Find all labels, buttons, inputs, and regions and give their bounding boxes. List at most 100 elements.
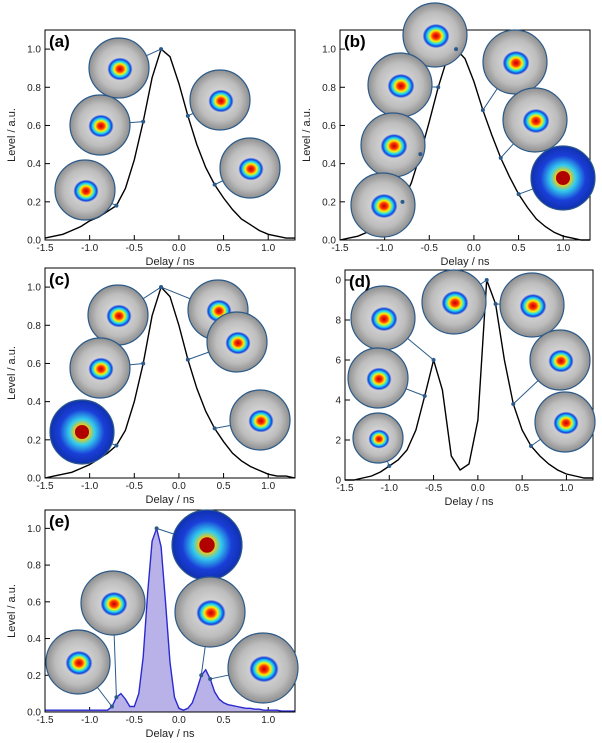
- beam-spot: [368, 429, 390, 449]
- data-point: [387, 464, 392, 468]
- y-tick-label: 0.8: [322, 83, 336, 94]
- x-tick-label: 0.5: [217, 243, 231, 254]
- x-tick-label: 1.0: [261, 481, 275, 492]
- y-tick-label: 0.4: [27, 397, 41, 408]
- x-axis-label: Delay / ns: [146, 494, 195, 506]
- x-tick-label: -1.5: [336, 483, 354, 494]
- data-point: [208, 676, 213, 681]
- y-tick-label: 0.0: [27, 236, 41, 247]
- x-tick-label: 1.0: [559, 483, 573, 494]
- beam-spot: [107, 57, 133, 81]
- panel-label: (c): [49, 270, 70, 289]
- x-tick-label: -0.5: [425, 483, 443, 494]
- data-point: [185, 113, 190, 118]
- y-tick-label: 1.0: [27, 283, 41, 294]
- data-point: [212, 426, 217, 431]
- x-tick-label: -0.5: [126, 243, 144, 254]
- data-point: [529, 444, 533, 448]
- data-point: [114, 203, 119, 208]
- y-tick-label: 1.0: [27, 45, 41, 56]
- beam-spot: [88, 357, 114, 381]
- panel: -1.5 -1.0 -0.5 0.0 0.5 1.0 0 2 4 6 8 0 Delay / ns (d): [335, 269, 596, 508]
- beam-spot: [238, 157, 264, 181]
- y-tick-label: 0.6: [27, 359, 41, 370]
- data-point: [141, 361, 146, 366]
- data-point: [454, 47, 459, 52]
- data-point: [212, 182, 217, 187]
- y-tick-label: 0.6: [322, 121, 336, 132]
- panel: -1.5 -1.0 -0.5 0.0 0.5 1.0 0.0 0.2 0.4 0.6 0.8 1.0 D…: [6, 267, 296, 506]
- beam-spot: [422, 23, 450, 49]
- y-axis-label: Level / a.u.: [6, 108, 18, 162]
- data-point: [516, 192, 521, 197]
- data-point: [114, 695, 119, 700]
- y-tick-label: 0.2: [322, 197, 336, 208]
- x-tick-label: 0.5: [217, 481, 231, 492]
- x-tick-label: 0.5: [512, 243, 526, 254]
- beam-spot: [65, 650, 93, 676]
- y-tick-label: 0.2: [27, 671, 41, 682]
- data-point: [480, 108, 485, 113]
- x-axis-label: Delay / ns: [146, 728, 195, 738]
- x-tick-label: 0.0: [172, 715, 186, 726]
- y-axis-label: Level / a.u.: [301, 108, 313, 162]
- data-point: [511, 402, 516, 406]
- y-tick-label: 0.8: [27, 83, 41, 94]
- beam-spot: [366, 367, 392, 391]
- x-tick-label: -1.5: [36, 481, 54, 492]
- beam-spot: [548, 349, 574, 373]
- y-axis-label: Level / a.u.: [6, 346, 18, 400]
- panel: -1.5 -1.0 -0.5 0.0 0.5 1.0 0.0 0.2 0.4 0.6 0.8 1.0 D…: [301, 2, 596, 268]
- beam-spot: [441, 290, 469, 316]
- data-point: [185, 357, 190, 362]
- x-tick-label: 1.0: [261, 715, 275, 726]
- panel-label: (a): [49, 32, 70, 51]
- x-tick-label: 0.0: [471, 483, 485, 494]
- x-tick-label: -0.5: [126, 481, 144, 492]
- x-tick-label: -1.0: [381, 483, 399, 494]
- beam-spot: [196, 599, 226, 627]
- beam-spot: [249, 655, 279, 683]
- plot-frame: [44, 29, 296, 241]
- x-tick-label: -1.5: [331, 243, 349, 254]
- beam-spot: [370, 193, 398, 219]
- line: [44, 285, 296, 479]
- beam-spot: [248, 409, 274, 433]
- plot-frame: [44, 267, 296, 479]
- data-point: [431, 358, 436, 362]
- y-tick-label: 0.8: [27, 561, 41, 572]
- panel-label: (b): [344, 32, 366, 51]
- data-point: [498, 155, 503, 160]
- beam-spot: [88, 114, 114, 138]
- data-point: [199, 673, 204, 678]
- x-tick-label: 0.5: [515, 483, 529, 494]
- data-point: [114, 443, 119, 448]
- x-tick-label: -1.0: [81, 243, 99, 254]
- y-axis-label: Level / a.u.: [6, 584, 18, 638]
- y-tick-label: 4: [335, 396, 341, 407]
- y-tick-label: 2: [335, 436, 341, 447]
- panel-label: (e): [49, 512, 70, 531]
- y-tick-label: 0.0: [322, 236, 336, 247]
- beam-core: [199, 537, 215, 553]
- beam-spot: [370, 306, 398, 332]
- y-tick-label: 0.6: [27, 597, 41, 608]
- beam-spot: [553, 411, 579, 435]
- y-tick-label: 0: [335, 476, 341, 487]
- beam-spot: [106, 304, 132, 328]
- data-point: [422, 394, 427, 398]
- x-tick-label: 0.5: [217, 715, 231, 726]
- x-tick-label: 0.0: [467, 243, 481, 254]
- beam-spot: [519, 293, 547, 319]
- data-point: [484, 278, 489, 282]
- beam-spot: [522, 108, 550, 134]
- data-point: [436, 85, 441, 90]
- y-tick-label: 0: [335, 276, 341, 287]
- x-tick-label: -1.0: [81, 481, 99, 492]
- data-point: [109, 704, 114, 709]
- y-tick-label: 0.4: [322, 159, 336, 170]
- beam-core: [74, 424, 90, 440]
- data-point: [159, 285, 164, 290]
